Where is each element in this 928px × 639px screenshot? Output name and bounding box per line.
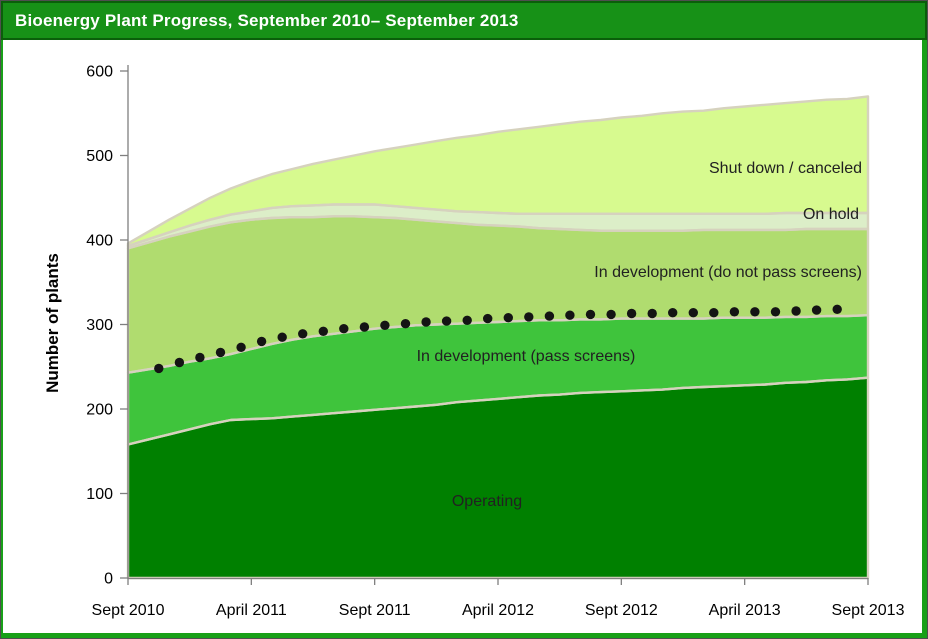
- dot-marker: [462, 315, 472, 325]
- dot-marker: [339, 324, 349, 334]
- dot-marker: [647, 308, 657, 319]
- dot-marker: [565, 310, 575, 320]
- area-label-operating: Operating: [451, 493, 523, 510]
- dot-marker: [791, 306, 801, 316]
- y-tick-label: 500: [86, 148, 113, 165]
- area-outline-shut-down-canceled: [126, 95, 870, 248]
- dot-marker: [195, 352, 205, 363]
- area-label-in-development-pass-screens: In development (pass screens): [416, 348, 636, 365]
- dot-marker: [421, 317, 431, 327]
- chart-title-bar: Bioenergy Plant Progress, September 2010…: [1, 1, 927, 40]
- x-tick-label: April 2012: [462, 602, 534, 619]
- dot-marker: [688, 308, 698, 318]
- y-tick-label: 100: [86, 486, 113, 503]
- y-tick-label: 400: [86, 233, 113, 250]
- area-shut-down-canceled: [128, 96, 868, 246]
- dot-marker: [359, 322, 370, 332]
- dot-marker: [606, 309, 616, 320]
- dot-marker: [400, 319, 411, 329]
- area-in-development-pass-screens: [128, 315, 868, 445]
- dot-marker: [318, 326, 328, 336]
- dot-marker: [503, 313, 513, 323]
- chart-title: Bioenergy Plant Progress, September 2010…: [15, 10, 519, 30]
- y-tick-label: 300: [86, 317, 113, 334]
- x-tick-label: Sept 2010: [92, 602, 165, 619]
- dot-marker: [256, 336, 267, 347]
- area-operating: [128, 377, 868, 578]
- y-axis-title: Number of plants: [43, 253, 62, 393]
- x-tick-label: Sept 2012: [585, 602, 658, 619]
- area-label-on-hold: On hold: [802, 206, 859, 223]
- y-tick-label: 600: [86, 64, 113, 81]
- y-tick-label: 200: [86, 402, 113, 419]
- dot-marker: [524, 312, 534, 322]
- dot-marker: [811, 305, 822, 315]
- dot-marker: [154, 363, 164, 374]
- dot-marker: [544, 311, 555, 321]
- dot-marker: [236, 342, 246, 352]
- dot-marker: [750, 307, 760, 317]
- dot-marker: [298, 329, 308, 339]
- area-label-shut-down-canceled: Shut down / canceled: [709, 160, 862, 177]
- dot-marker: [832, 304, 842, 314]
- area-in-development-do-not-pass-screens: [128, 216, 868, 373]
- dot-marker: [441, 316, 452, 326]
- dot-marker: [380, 320, 390, 330]
- x-tick-label: Sept 2011: [339, 602, 411, 619]
- dot-marker: [668, 308, 678, 318]
- dot-marker: [215, 347, 226, 358]
- dot-marker: [770, 307, 781, 317]
- x-tick-label: April 2013: [709, 602, 781, 619]
- dot-marker: [174, 357, 185, 368]
- dot-marker: [709, 308, 719, 318]
- area-label-in-development-do-not-pass-screens: In development (do not pass screens): [594, 264, 862, 281]
- dot-marker: [626, 308, 637, 319]
- x-tick-label: Sept 2013: [832, 602, 905, 619]
- x-tick-label: April 2011: [216, 602, 287, 619]
- dot-marker: [277, 332, 287, 342]
- y-tick-label: 0: [104, 571, 113, 588]
- area-on-hold: [128, 204, 868, 249]
- dot-marker: [483, 313, 493, 324]
- dot-marker: [729, 307, 740, 317]
- dot-marker: [585, 309, 596, 320]
